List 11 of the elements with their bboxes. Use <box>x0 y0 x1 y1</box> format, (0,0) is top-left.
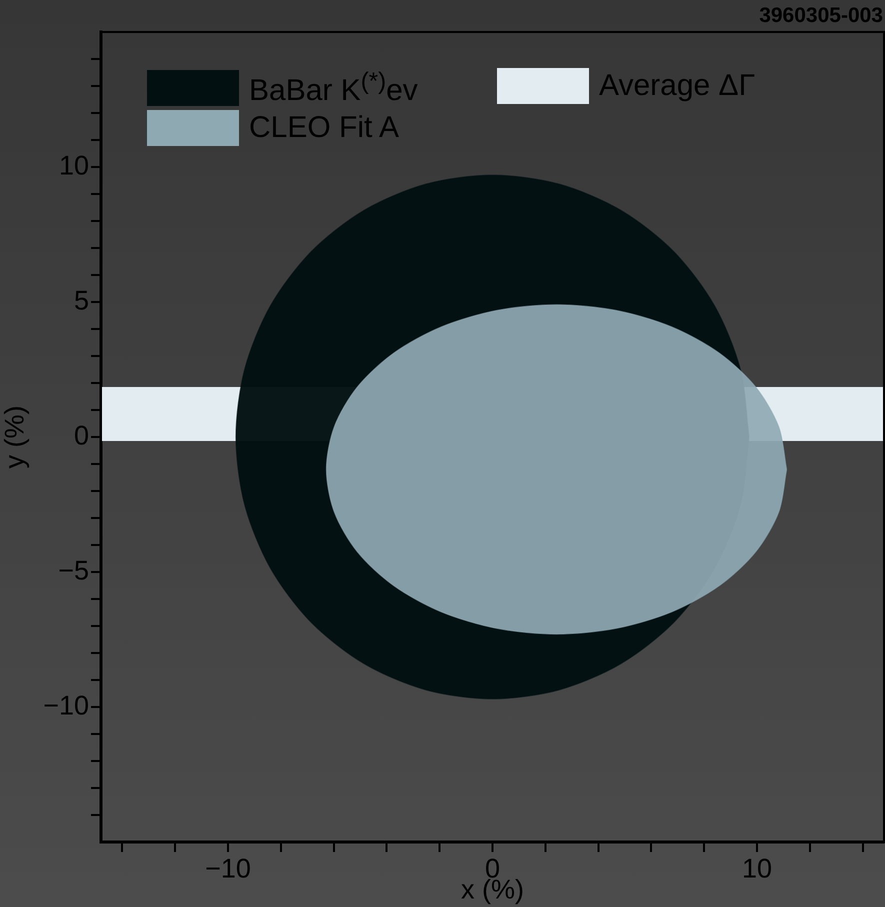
legend-label: Average ΔΓ <box>599 69 756 103</box>
y-tick-label: −10 <box>43 690 89 720</box>
y-tick-label: 0 <box>74 420 89 450</box>
x-tick-label: −10 <box>205 854 251 884</box>
x-tick-label: 10 <box>742 854 772 884</box>
y-tick-label: −5 <box>58 555 89 586</box>
y-tick-label: 10 <box>58 150 89 180</box>
y-tick-label: 5 <box>74 285 89 316</box>
legend-label: CLEO Fit A <box>249 111 400 145</box>
y-axis-title: y (%) <box>0 406 30 468</box>
legend-label: BaBar K$^{(*)}$ev <box>249 68 418 108</box>
